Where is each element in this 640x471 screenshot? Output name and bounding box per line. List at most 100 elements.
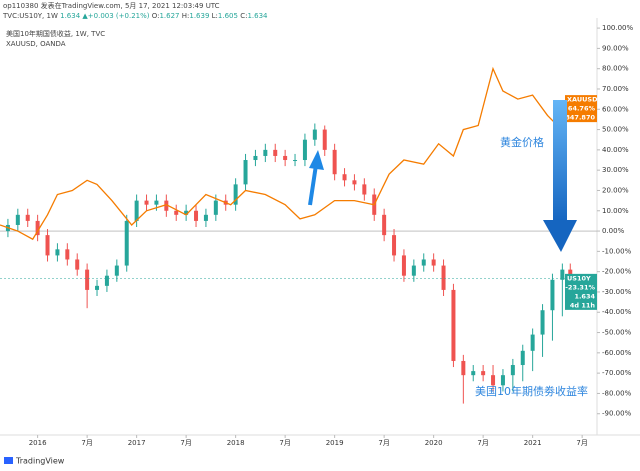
candle-body — [95, 285, 100, 290]
candle-body — [540, 310, 545, 335]
candle-body — [134, 200, 139, 221]
candle-body — [203, 214, 208, 221]
candle-body — [15, 214, 20, 225]
candle-body — [392, 235, 397, 256]
x-tick-label: 2017 — [128, 439, 146, 447]
ohlc-value: 1.627 — [159, 12, 179, 20]
y-tick-label: 20.00% — [602, 186, 629, 194]
y-tick-label: 30.00% — [602, 166, 629, 174]
ohlc-value: 1.639 — [189, 12, 209, 20]
ohlc-value: 1.605 — [218, 12, 238, 20]
candle-body — [114, 265, 119, 276]
annotation: 黄金价格 — [500, 135, 544, 149]
price-badge — [565, 95, 597, 123]
candle-body — [342, 174, 347, 181]
candle-body — [332, 149, 337, 175]
y-tick-label: 70.00% — [602, 85, 629, 93]
y-tick-label: 0.00% — [602, 227, 625, 235]
chart-title: 美国10年期国债收益, 1W, TVC — [6, 29, 105, 38]
badge-line: 4d 11h — [570, 301, 595, 309]
candle-body — [362, 184, 367, 195]
badge-line: -23.31% — [565, 283, 595, 291]
x-tick-label: 2021 — [524, 439, 542, 447]
candle-body — [263, 149, 268, 156]
footer-brand: TradingView — [15, 457, 65, 466]
candle-body — [471, 371, 476, 376]
candle-body — [273, 149, 278, 156]
ohlc-key: C: — [240, 12, 247, 20]
y-tick-label: 60.00% — [602, 105, 629, 113]
y-tick-label: 50.00% — [602, 126, 629, 134]
candle-body — [530, 334, 535, 351]
candle-body — [174, 210, 179, 215]
chart-subtitle: XAUUSD, OANDA — [6, 40, 66, 48]
candle-body — [461, 360, 466, 376]
candle-body — [194, 210, 199, 221]
candle-body — [510, 365, 515, 376]
candle-body — [243, 160, 248, 185]
candle-body — [441, 265, 446, 290]
badge-line: 1.634 — [574, 292, 595, 300]
down-arrow — [543, 100, 577, 252]
x-tick-label: 2018 — [227, 439, 245, 447]
y-tick-label: -50.00% — [602, 329, 632, 337]
change: ▲+0.003 (+0.21%) — [82, 12, 149, 20]
y-tick-label: -80.00% — [602, 389, 632, 397]
symbol-line: TVC:US10Y, 1W 1.634 ▲+0.003 (+0.21%) O:1… — [2, 12, 268, 20]
candle-body — [312, 129, 317, 140]
candle-body — [35, 220, 40, 236]
badge-line: 1847.870 — [561, 114, 596, 122]
candle-body — [491, 375, 496, 386]
candle-body — [421, 259, 426, 266]
candle-body — [213, 200, 218, 215]
x-tick-label: 2020 — [425, 439, 443, 447]
candle-body — [184, 210, 189, 215]
candle-body — [293, 160, 298, 162]
candle-body — [75, 259, 80, 270]
candle-body — [45, 235, 50, 256]
x-tick-label: 7月 — [81, 439, 92, 447]
y-tick-label: -10.00% — [602, 247, 632, 255]
annotation: 美国10年期债劵收益率 — [475, 384, 588, 398]
price-badge — [565, 273, 597, 310]
y-tick-label: -70.00% — [602, 369, 632, 377]
badge-name: XAUUSD — [567, 96, 598, 104]
symbol: TVC:US10Y, 1W — [2, 12, 58, 20]
candle-body — [302, 139, 307, 161]
y-tick-label: 10.00% — [602, 207, 629, 215]
ohlc-key: L: — [212, 12, 218, 20]
y-tick-label: 80.00% — [602, 65, 629, 73]
candle-body — [253, 155, 258, 161]
candle-body — [154, 200, 159, 205]
candle-body — [55, 249, 60, 256]
candle-body — [382, 214, 387, 236]
x-tick-label: 2019 — [326, 439, 344, 447]
y-tick-label: -60.00% — [602, 349, 632, 357]
candle-body — [85, 269, 90, 290]
candle-body — [233, 184, 238, 205]
candle-body — [451, 289, 456, 361]
ohlc-value: 1.634 — [247, 12, 268, 20]
x-tick-label: 7月 — [576, 439, 587, 447]
candle-body — [25, 214, 30, 221]
badge-line: 64.76% — [568, 105, 596, 113]
line-series — [0, 66, 571, 241]
candle-body — [431, 259, 436, 266]
x-tick-label: 2016 — [29, 439, 47, 447]
candle-body — [164, 200, 169, 211]
candle-body — [500, 375, 505, 386]
y-tick-label: 90.00% — [602, 44, 629, 52]
y-tick-label: -40.00% — [602, 308, 632, 316]
candle-body — [104, 275, 109, 286]
candle-body — [322, 129, 327, 150]
x-tick-label: 7月 — [180, 439, 191, 447]
candle-body — [560, 269, 565, 280]
y-tick-label: -90.00% — [602, 410, 632, 418]
candle-body — [124, 220, 129, 266]
y-tick-label: -20.00% — [602, 268, 632, 276]
plot: 100.00% 90.00% 80.00% 70.00% 60.00% 50.00% 40.… — [0, 24, 633, 447]
y-tick-label: 100.00% — [602, 24, 633, 32]
candle-body — [401, 255, 406, 276]
